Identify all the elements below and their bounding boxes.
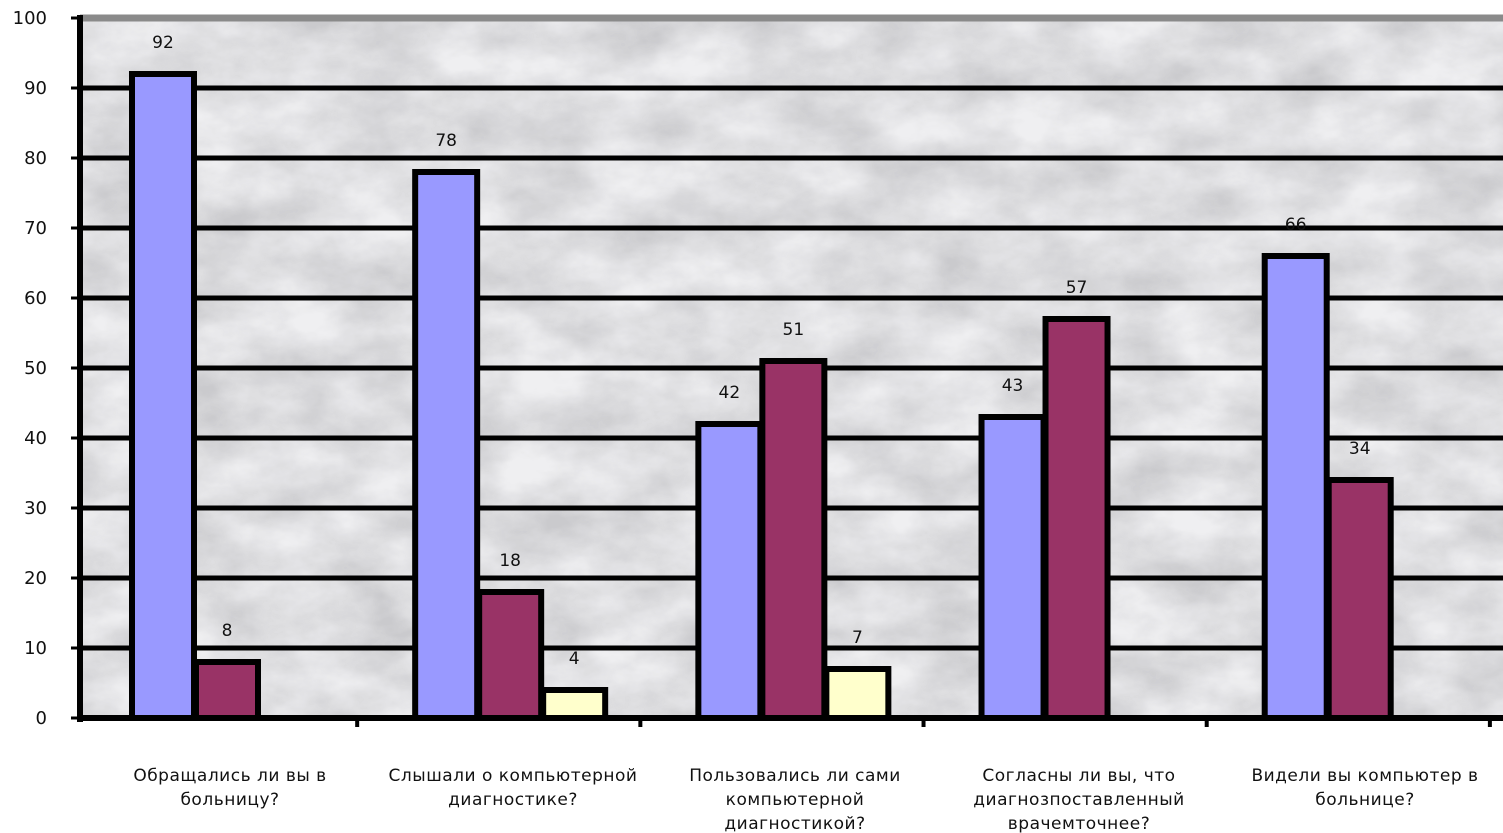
data-label: 18 (499, 551, 521, 571)
category-label-line: Согласны ли вы, что (982, 766, 1175, 786)
data-label: 42 (719, 383, 741, 403)
category-label: Пользовались ли сами компьютерной диагност… (689, 766, 901, 833)
data-label: 51 (783, 320, 805, 340)
category-label: Согласны ли вы, что диагнозпоставленный вр… (973, 766, 1184, 833)
y-tick-label: 30 (24, 498, 47, 519)
y-tick-label: 80 (24, 148, 47, 169)
category-label-line: Пользовались ли сами (689, 766, 901, 786)
category-label: Видели вы компьютер в больнице? (1251, 766, 1478, 810)
bar (759, 358, 828, 721)
category-label-line: больнице? (1315, 790, 1415, 810)
y-tick-label: 20 (24, 568, 47, 589)
category-label-line: Обращались ли вы в (133, 766, 326, 786)
bar (129, 71, 197, 721)
bar (412, 169, 481, 721)
y-tick-label: 70 (24, 218, 47, 239)
data-label: 66 (1285, 215, 1307, 235)
data-label: 34 (1349, 439, 1371, 459)
category-label-line: больницу? (180, 790, 279, 810)
category-label: Обращались ли вы в больницу? (133, 766, 326, 810)
data-label: 4 (569, 649, 580, 669)
bar (823, 666, 892, 721)
data-label: 8 (222, 621, 233, 641)
bar (1261, 253, 1330, 721)
data-label: 43 (1002, 376, 1024, 396)
bar (193, 659, 261, 721)
y-tick-label: 10 (24, 638, 47, 659)
y-tick-label: 60 (24, 288, 47, 309)
category-label-line: диагнозпоставленный (973, 790, 1184, 810)
category-label-line: диагностикой? (724, 814, 865, 833)
category-label: Слышали о компьютерной диагностике? (389, 766, 638, 810)
bar (1042, 316, 1111, 721)
bar (1325, 477, 1394, 721)
bar (540, 687, 609, 721)
category-label-line: компьютерной (726, 790, 865, 810)
y-tick-label: 100 (13, 8, 47, 29)
category-labels: Обращались ли вы в больницу? Слышали о ком… (133, 766, 1478, 833)
y-axis-ticks: 0 10 20 30 40 50 60 70 80 90 100 (13, 8, 80, 729)
bar (978, 414, 1047, 721)
y-tick-label: 50 (24, 358, 47, 379)
category-label-line: Видели вы компьютер в (1251, 766, 1478, 786)
y-tick-label: 90 (24, 78, 47, 99)
category-label-line: Слышали о компьютерной (389, 766, 638, 786)
data-label: 57 (1066, 278, 1088, 298)
data-label: 92 (152, 33, 174, 53)
y-tick-label: 0 (36, 708, 47, 729)
bar (695, 421, 764, 721)
bar (476, 589, 545, 721)
data-label: 78 (435, 131, 457, 151)
category-label-line: врачемточнее? (1008, 814, 1150, 833)
data-labels: 92 8 78 18 4 42 51 7 43 57 66 34 (152, 33, 1370, 669)
data-label: 7 (852, 628, 863, 648)
y-tick-label: 40 (24, 428, 47, 449)
axes (77, 15, 1503, 727)
category-label-line: диагностике? (448, 790, 578, 810)
